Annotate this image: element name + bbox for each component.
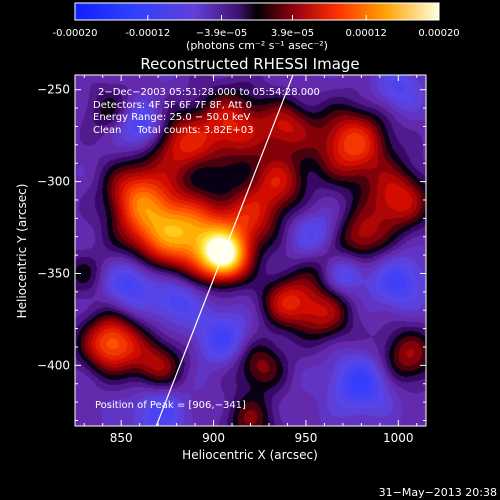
annotation-time-range: 2−Dec−2003 05:51:28.000 to 05:54:28.000: [98, 87, 320, 98]
heatmap-frame: [75, 75, 426, 426]
x-axis-label: Heliocentric X (arcsec): [182, 448, 318, 462]
annotation-energy-range: Energy Range: 25.0 − 50.0 keV: [93, 112, 250, 123]
heatmap-image: [75, 75, 426, 426]
x-tick-label: 1000: [383, 431, 414, 445]
x-tick-label: 950: [294, 431, 317, 445]
x-tick-label: 900: [202, 431, 225, 445]
footer-timestamp: 31−May−2013 20:38: [379, 486, 497, 499]
annotation-block: 2−Dec−2003 05:51:28.000 to 05:54:28.000 …: [93, 87, 320, 411]
colorbar-unit-label: (photons cm⁻² s⁻¹ asec⁻²): [186, 39, 328, 52]
colorbar-ticks: [74, 15, 440, 20]
y-axis-ticks: −250 −300 −350 −400: [37, 83, 426, 421]
solar-limb-line: [155, 75, 294, 426]
colorbar-tick-label: 3.9e−05: [271, 28, 314, 39]
x-tick-label: 850: [110, 431, 133, 445]
colorbar-tick-label: -0.00012: [125, 28, 170, 39]
chart-title: Reconstructed RHESSI Image: [140, 55, 359, 73]
y-tick-label: −250: [37, 83, 70, 97]
y-tick-label: −350: [37, 266, 70, 280]
y-tick-label: −300: [37, 175, 70, 189]
colorbar-tick-label: 0.00020: [418, 28, 459, 39]
colorbar-tick-label: −3.9e−05: [196, 28, 248, 39]
peak-position-label: Position of Peak = [906,−341]: [95, 400, 246, 411]
y-axis-label: Heliocentric Y (arcsec): [15, 184, 29, 319]
y-tick-label: −400: [37, 358, 70, 372]
colorbar-tick-labels: -0.00020 -0.00012 −3.9e−05 3.9e−05 0.00012 0.…: [53, 28, 460, 39]
colorbar-tick-label: -0.00020: [53, 28, 98, 39]
x-axis-ticks: 850 900 950 1000: [83, 75, 418, 445]
colorbar-strip: [74, 2, 440, 21]
annotation-detectors: Detectors: 4F 5F 6F 7F 8F, Att 0: [93, 100, 252, 111]
annotation-counts: Clean Total counts: 3.82E+03: [93, 125, 253, 136]
colorbar: -0.00020 -0.00012 −3.9e−05 3.9e−05 0.00012 0.…: [53, 2, 460, 52]
colorbar-tick-label: 0.00012: [346, 28, 387, 39]
